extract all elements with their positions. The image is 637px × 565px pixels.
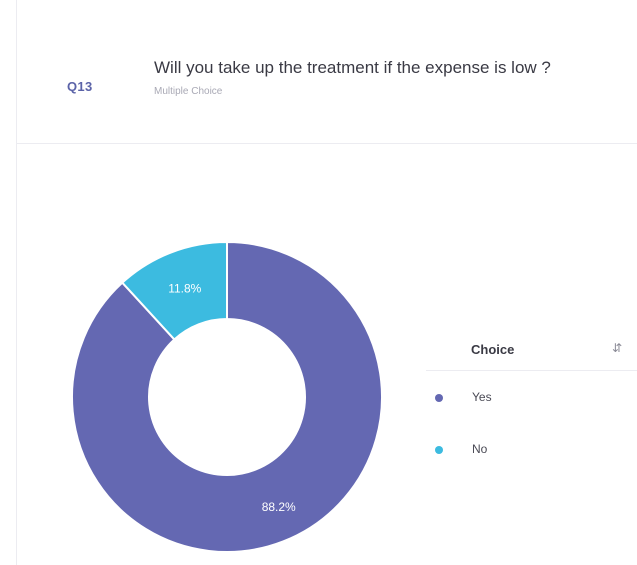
question-title: Will you take up the treatment if the ex… xyxy=(154,58,551,77)
legend-item-yes[interactable]: Yes xyxy=(426,371,637,423)
legend-item-no[interactable]: No xyxy=(426,423,637,475)
question-number: Q13 xyxy=(67,79,93,94)
sort-icon[interactable]: ⇵ xyxy=(612,341,623,355)
header-divider xyxy=(17,143,637,144)
legend-header[interactable]: Choice ⇵ xyxy=(426,326,637,371)
legend-dot-no xyxy=(435,446,443,454)
left-border xyxy=(16,0,17,565)
legend-label-yes: Yes xyxy=(472,390,492,404)
legend-header-label: Choice xyxy=(471,342,515,357)
legend-dot-yes xyxy=(435,394,443,402)
slice-label-yes: 88.2% xyxy=(262,500,296,514)
legend-label-no: No xyxy=(472,442,488,456)
donut-slice-no[interactable] xyxy=(120,240,228,341)
slice-label-no: 11.8% xyxy=(168,281,201,295)
donut-slice-yes[interactable] xyxy=(71,240,383,553)
chart-legend: Choice ⇵ Yes No xyxy=(426,326,637,475)
question-type: Multiple Choice xyxy=(154,86,223,97)
